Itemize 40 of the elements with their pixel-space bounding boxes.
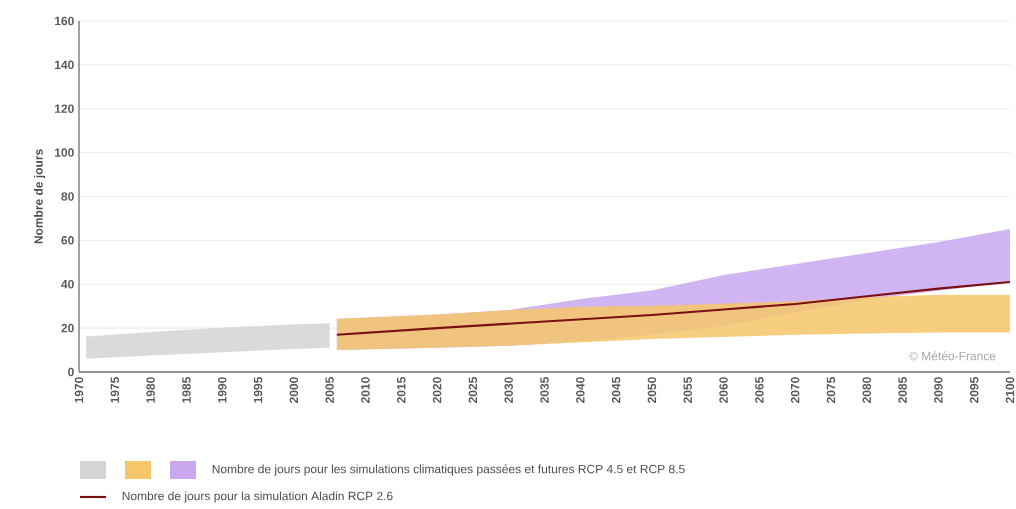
y-tick-label: 100 — [55, 148, 74, 157]
y-tick-label: 60 — [61, 236, 74, 245]
x-tick-label: 2035 — [540, 377, 549, 403]
y-tick-label: 0 — [68, 367, 74, 377]
annotation: © Météo-France — [909, 351, 996, 361]
x-tick-label: 2090 — [934, 377, 943, 403]
x-tick-label: 2050 — [647, 377, 657, 403]
y-tick-label: 20 — [61, 323, 74, 333]
x-tick-label: 2025 — [468, 377, 478, 403]
x-tick-label: 2030 — [504, 377, 513, 403]
x-tick-label: 2010 — [361, 377, 370, 403]
legend-label: Nombre de jours pour les simulations climatiques passées et futures RCP 4.5 et RCP 8.5 — [212, 464, 685, 476]
y-tick-label: 40 — [61, 279, 74, 289]
x-tick-label: 2040 — [576, 377, 585, 403]
x-tick-label: 1975 — [110, 377, 120, 403]
x-tick-label: 2060 — [719, 377, 728, 403]
x-tick-label: 2055 — [683, 377, 692, 403]
y-axis-title: Nombre de jours — [33, 149, 46, 244]
x-tick-label: 1980 — [146, 377, 155, 403]
x-tick-label: 2015 — [397, 377, 406, 403]
y-tick-label: 140 — [55, 60, 74, 70]
x-tick-label: 2070 — [790, 377, 800, 403]
y-tick-label: 80 — [61, 192, 74, 201]
y-tick-label: 120 — [55, 104, 74, 113]
x-tick-label: 2020 — [432, 377, 442, 403]
x-tick-label: 2100 — [1005, 377, 1015, 403]
x-tick-label: 2005 — [325, 377, 334, 403]
x-tick-label: 1970 — [74, 377, 84, 403]
x-tick-label: 2000 — [289, 377, 299, 403]
x-tick-label: 2085 — [898, 377, 907, 403]
x-tick-label: 1995 — [253, 377, 263, 403]
x-tick-label: 2095 — [969, 377, 979, 403]
x-tick-label: 2075 — [826, 377, 836, 403]
x-tick-label: 2045 — [611, 377, 621, 403]
x-tick-label: 2065 — [755, 377, 764, 403]
legend-label: Nombre de jours pour la simulation Aladin RCP 2.6 — [122, 491, 393, 503]
y-tick-label: 160 — [55, 16, 74, 26]
x-tick-label: 1990 — [217, 377, 227, 403]
x-tick-label: 2080 — [862, 377, 872, 403]
x-tick-label: 1985 — [182, 377, 191, 403]
